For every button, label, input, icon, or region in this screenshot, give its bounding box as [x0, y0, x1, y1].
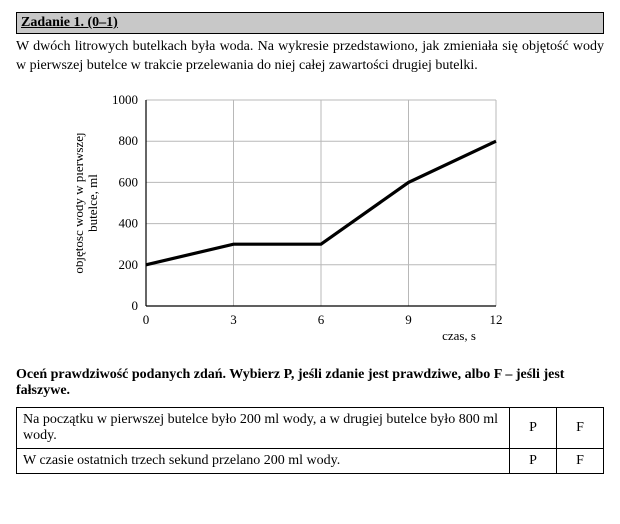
task-header-text: Zadanie 1. (0–1): [21, 15, 118, 30]
svg-text:3: 3: [230, 312, 237, 327]
svg-text:400: 400: [119, 215, 139, 230]
chart-container: 02004006008001000036912czas, sobjętość w…: [76, 86, 604, 351]
choice-p[interactable]: P: [510, 407, 557, 448]
svg-text:12: 12: [490, 312, 503, 327]
volume-chart: 02004006008001000036912czas, sobjętość w…: [76, 86, 516, 346]
svg-text:200: 200: [119, 257, 139, 272]
statement-text: Na początku w pierwszej butelce było 200…: [17, 407, 510, 448]
choice-f[interactable]: F: [557, 448, 604, 473]
table-row: Na początku w pierwszej butelce było 200…: [17, 407, 604, 448]
svg-text:czas, s: czas, s: [442, 328, 476, 343]
svg-text:800: 800: [119, 133, 139, 148]
task-body-text: W dwóch litrowych butelkach była woda. N…: [16, 38, 604, 76]
svg-text:0: 0: [143, 312, 150, 327]
svg-text:1000: 1000: [112, 92, 138, 107]
true-false-table: Na początku w pierwszej butelce było 200…: [16, 407, 604, 474]
svg-text:9: 9: [405, 312, 412, 327]
task-header: Zadanie 1. (0–1): [16, 12, 604, 34]
choice-p[interactable]: P: [510, 448, 557, 473]
statement-text: W czasie ostatnich trzech sekund przelan…: [17, 448, 510, 473]
instruction-text: Oceń prawdziwość podanych zdań. Wybierz …: [16, 367, 604, 399]
svg-text:0: 0: [132, 298, 139, 313]
choice-f[interactable]: F: [557, 407, 604, 448]
svg-text:600: 600: [119, 174, 139, 189]
svg-text:6: 6: [318, 312, 325, 327]
table-row: W czasie ostatnich trzech sekund przelan…: [17, 448, 604, 473]
